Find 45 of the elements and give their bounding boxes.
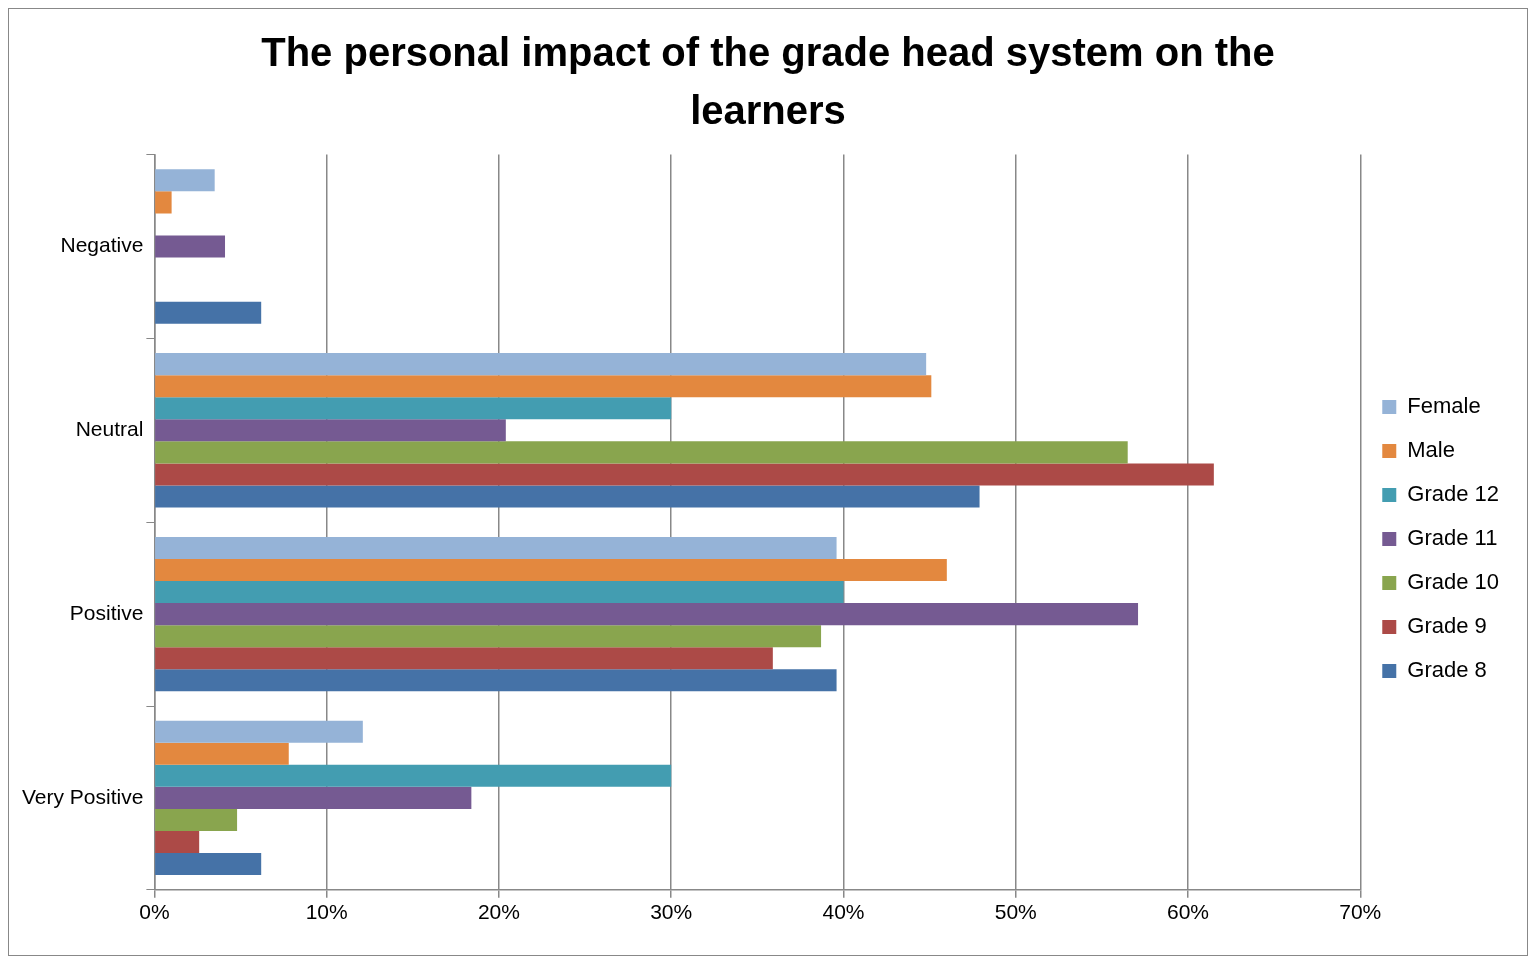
bar [155, 742, 289, 765]
x-tick-label: 50% [994, 900, 1037, 924]
bar [155, 581, 844, 604]
bar [155, 169, 215, 192]
x-tick-label: 40% [822, 900, 865, 924]
bar [155, 301, 262, 324]
bar [155, 603, 1139, 626]
bar [155, 463, 1214, 486]
legend-label: Grade 11 [1407, 525, 1498, 551]
bar [155, 397, 672, 420]
y-tick-label: Neutral [75, 417, 144, 441]
bar [155, 625, 822, 648]
bar [155, 419, 506, 442]
bar [155, 558, 947, 582]
bar [155, 720, 363, 743]
x-tick-label: 0% [139, 900, 170, 924]
bar [155, 353, 927, 376]
legend-label: Male [1407, 437, 1455, 463]
bar [155, 375, 932, 398]
legend-label: Grade 10 [1407, 569, 1500, 595]
bar [155, 808, 238, 831]
x-tick-label: 10% [305, 900, 348, 924]
bar [155, 669, 837, 692]
bar [155, 441, 1128, 464]
bar [155, 853, 262, 876]
x-tick-label: 20% [477, 900, 520, 924]
bar [155, 235, 226, 258]
bar [155, 830, 200, 854]
legend-label: Female [1407, 393, 1481, 419]
bar [155, 647, 773, 670]
y-tick-label: Very Positive [22, 784, 144, 808]
legend-label: Grade 9 [1407, 613, 1487, 639]
legend-label: Grade 8 [1407, 657, 1487, 683]
y-tick-label: Negative [60, 233, 144, 257]
bar [155, 786, 472, 809]
bar [155, 536, 837, 559]
chart-title: The personal impact of the grade head system on the learners [260, 29, 1276, 134]
x-tick-label: 30% [650, 900, 693, 924]
x-tick-label: 60% [1166, 900, 1210, 924]
bar [155, 485, 980, 508]
bar [155, 764, 672, 787]
bar [155, 191, 172, 214]
x-tick-label: 70% [1339, 900, 1382, 924]
y-tick-label: Positive [69, 600, 144, 624]
legend-label: Grade 12 [1407, 481, 1500, 507]
